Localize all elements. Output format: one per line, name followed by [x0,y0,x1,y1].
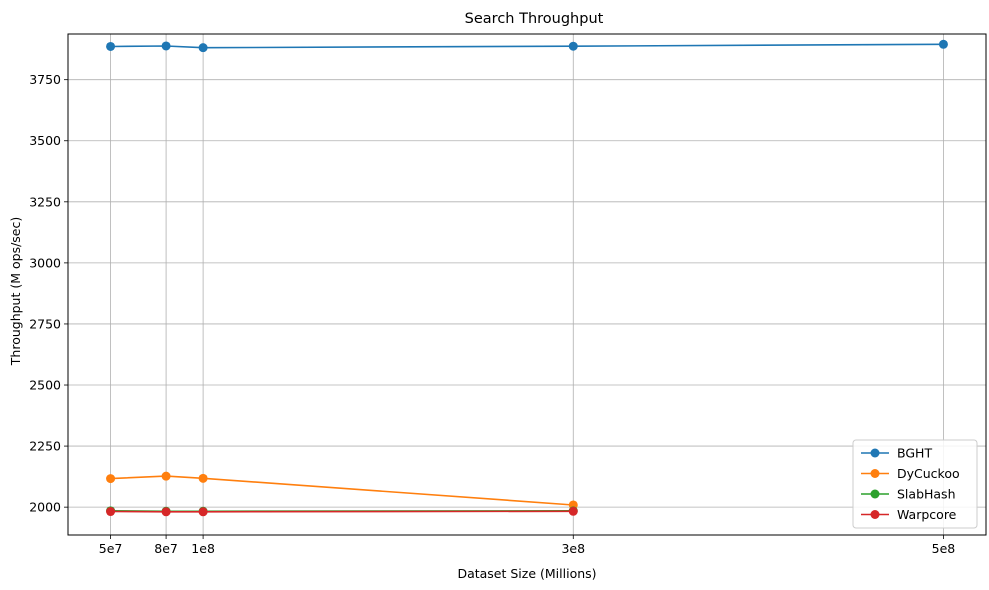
data-point-bght [161,41,171,51]
y-tick-label: 2000 [29,500,61,515]
data-point-warpcore [198,507,208,517]
y-tick-label: 3750 [29,72,61,87]
series-line-dycuckoo [110,475,574,506]
legend-item: BGHT [861,446,932,461]
chart-title: Search Throughput [465,11,604,27]
data-point-dycuckoo [106,474,116,484]
data-point-bght [198,43,208,53]
y-tick-label: 3250 [29,194,61,209]
data-point-dycuckoo [198,473,208,483]
plot-frame [67,33,987,536]
legend-marker [870,510,880,519]
series-line-warpcore [110,510,574,513]
legend-item: DyCuckoo [861,466,960,481]
legend-label: BGHT [897,446,932,461]
y-tick-label: 2500 [29,378,61,393]
series-layer [106,39,948,517]
x-tick-label: 3e8 [561,541,585,556]
x-tick-label: 5e8 [932,541,956,556]
x-tick-label: 5e7 [99,541,123,556]
y-tick-label: 3500 [29,133,61,148]
series-bght [106,39,948,53]
legend-label: SlabHash [897,487,956,502]
legend-marker [870,448,880,458]
x-axis-label: Dataset Size (Millions) [457,566,596,581]
y-tick-label: 2750 [29,316,61,331]
data-point-bght [938,39,948,49]
y-axis-label: Throughput (M ops/sec) [8,217,23,366]
grid-lines [68,34,986,535]
y-tick-label: 2250 [29,439,61,454]
legend: BGHT DyCuckoo SlabHash Warpcore [852,439,978,529]
series-warpcore [106,506,578,517]
legend-marker [870,489,880,499]
x-tick-label: 1e8 [191,541,215,556]
legend-box [852,439,978,529]
legend-marker [870,469,880,478]
x-tick-label: 8e7 [154,541,178,556]
series-line-bght [110,43,944,49]
data-point-warpcore [161,507,171,517]
series-dycuckoo [106,471,578,510]
data-point-bght [106,41,116,51]
legend-label: Warpcore [897,507,957,522]
legend-item: SlabHash [861,487,956,502]
legend-label: DyCuckoo [897,466,960,481]
data-point-bght [568,41,578,51]
x-axis: 5e7 8e7 1e8 3e8 5e8 [99,535,956,556]
data-point-dycuckoo [161,471,171,481]
data-point-warpcore [106,507,116,517]
legend-item: Warpcore [861,507,957,522]
y-axis: 2000 2250 2500 2750 3000 3250 3500 3750 [29,72,68,515]
y-tick-label: 3000 [29,255,61,270]
data-point-warpcore [568,506,578,516]
